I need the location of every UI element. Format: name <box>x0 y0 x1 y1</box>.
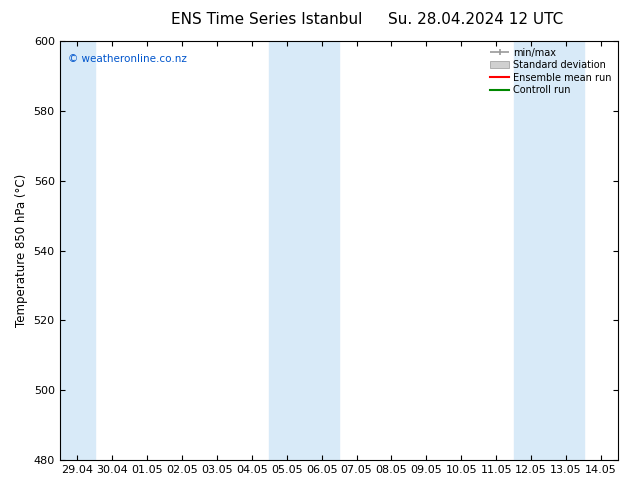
Bar <box>514 41 583 460</box>
Y-axis label: Temperature 850 hPa (°C): Temperature 850 hPa (°C) <box>15 174 28 327</box>
Bar <box>269 41 339 460</box>
Text: Su. 28.04.2024 12 UTC: Su. 28.04.2024 12 UTC <box>388 12 563 27</box>
Text: ENS Time Series Istanbul: ENS Time Series Istanbul <box>171 12 362 27</box>
Legend: min/max, Standard deviation, Ensemble mean run, Controll run: min/max, Standard deviation, Ensemble me… <box>488 46 614 97</box>
Bar <box>60 41 94 460</box>
Text: © weatheronline.co.nz: © weatheronline.co.nz <box>68 53 187 64</box>
